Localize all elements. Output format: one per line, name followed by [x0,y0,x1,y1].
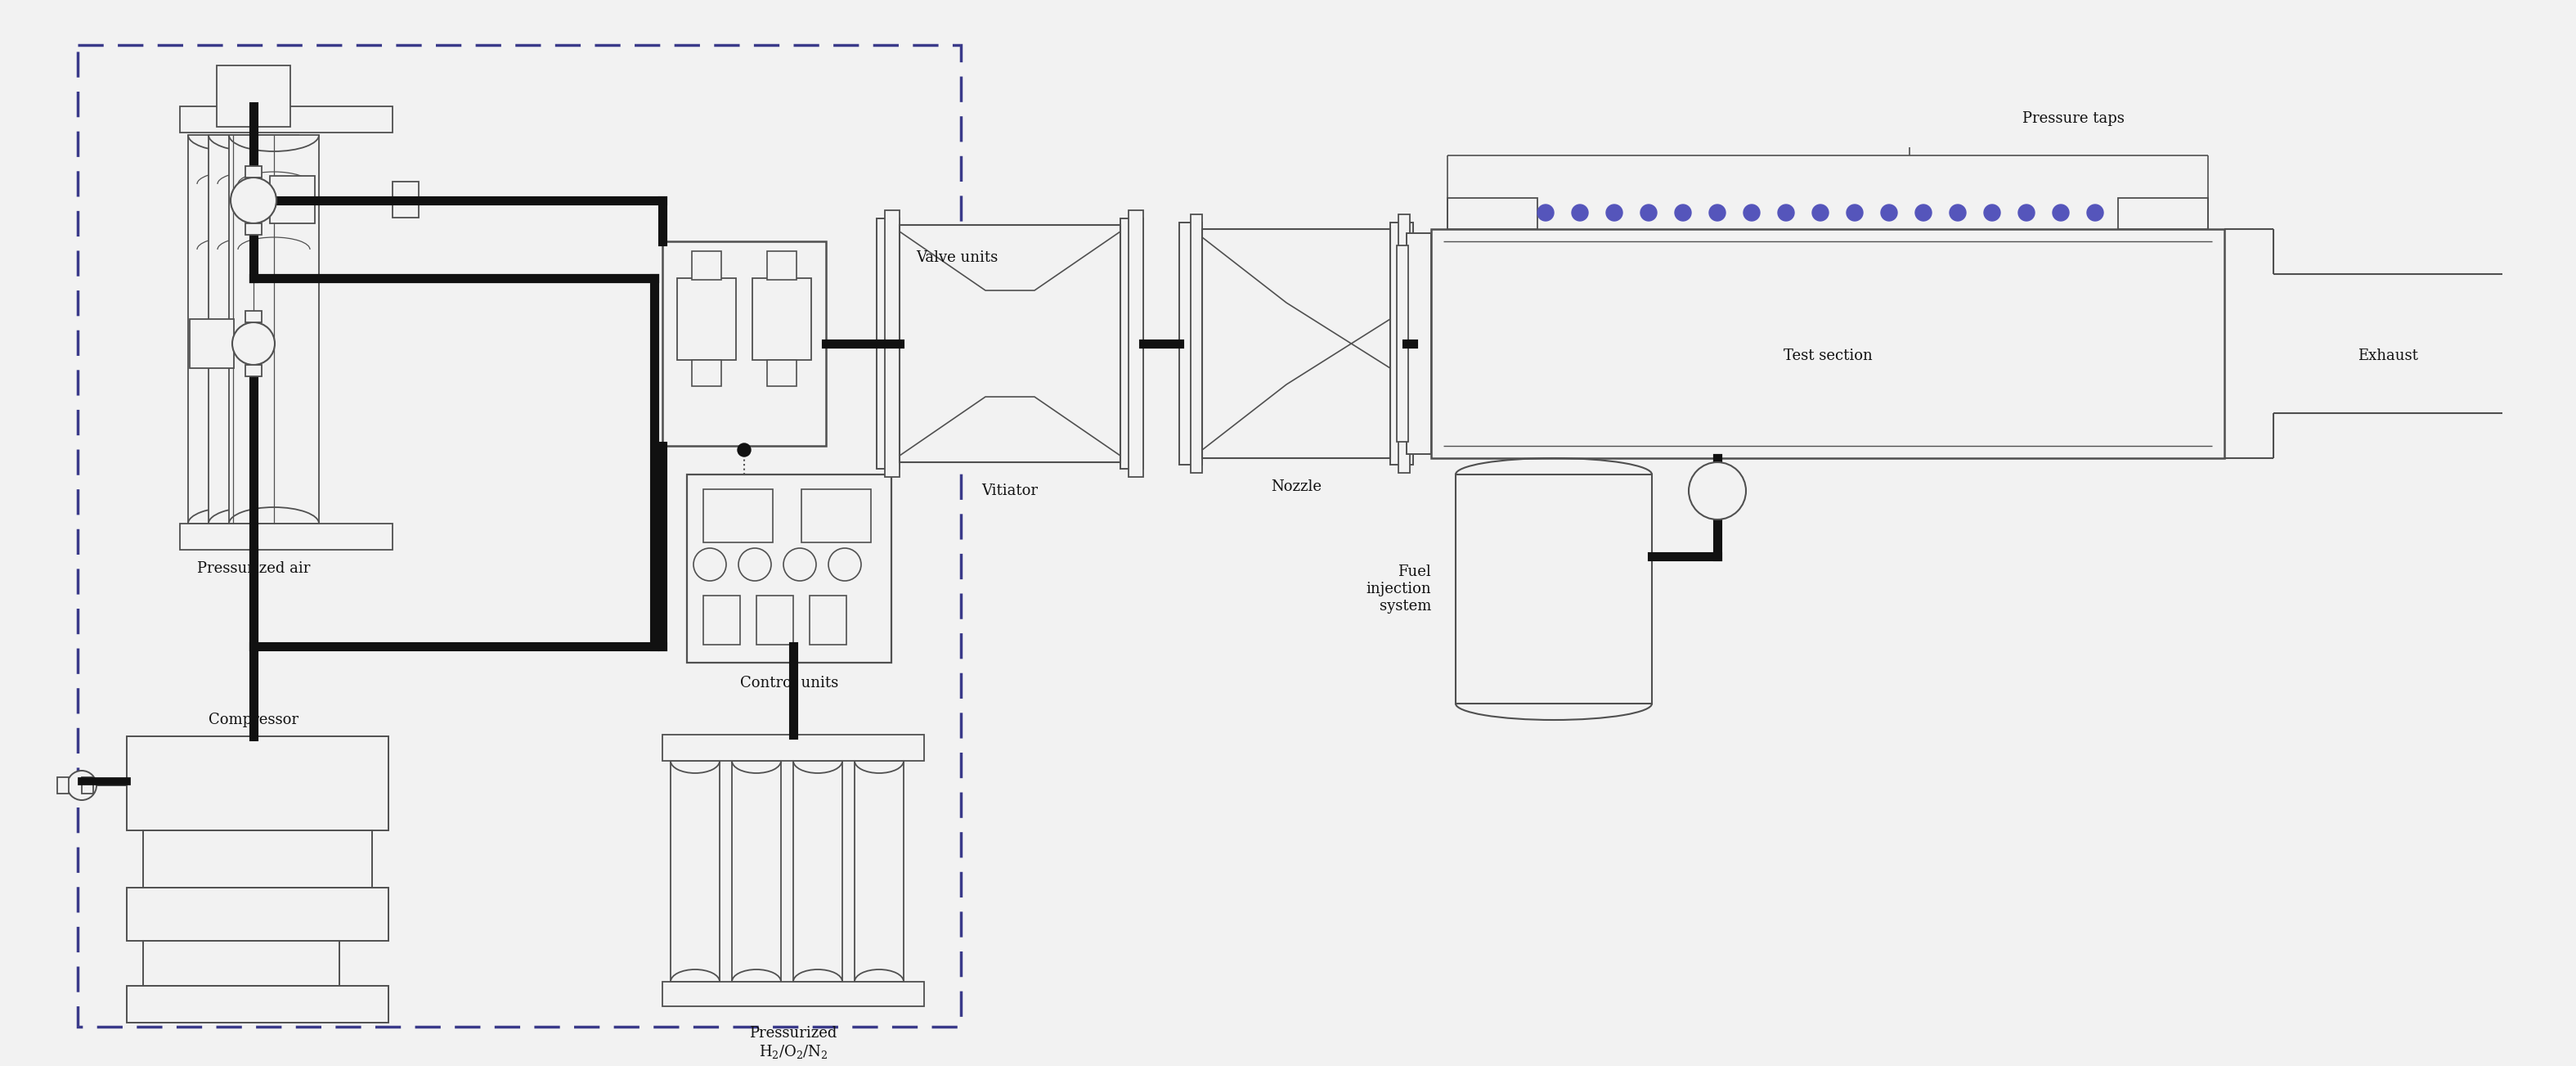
Bar [662,982,925,1006]
Text: Vitiator: Vitiator [981,484,1038,498]
Bar [757,596,793,645]
Bar [662,241,827,446]
Circle shape [1811,205,1829,221]
Circle shape [232,322,276,365]
Text: Pressurized air: Pressurized air [196,561,309,576]
Bar [2117,198,2208,229]
Bar [126,888,389,941]
Bar [1448,198,1538,229]
Bar [1406,233,1432,454]
Bar [1128,210,1144,477]
Bar [884,210,899,477]
Bar [1399,214,1409,473]
Circle shape [693,548,726,581]
Bar [670,761,719,982]
Circle shape [1950,205,1965,221]
Bar [245,224,263,235]
Bar [703,489,773,543]
Bar [1203,229,1391,458]
Bar [144,941,340,986]
Circle shape [1847,205,1862,221]
Bar [209,135,299,523]
Circle shape [67,771,95,801]
Bar [1190,214,1203,473]
Bar [191,319,234,368]
Circle shape [1605,205,1623,221]
Bar [732,761,781,982]
Text: Pressurized
$\mathregular{H_2/O_2/N_2}$: Pressurized $\mathregular{H_2/O_2/N_2}$ [750,1025,837,1061]
Bar [144,830,371,888]
Bar [752,278,811,360]
Bar [77,45,961,1027]
Text: Compressor: Compressor [209,712,299,727]
Bar [801,489,871,543]
Bar [809,596,848,645]
Bar [688,474,891,663]
Circle shape [1674,205,1692,221]
Circle shape [1744,205,1759,221]
Circle shape [1538,205,1553,221]
Bar [126,986,389,1022]
Bar [82,777,93,793]
Circle shape [1880,205,1899,221]
Bar [188,135,278,523]
Circle shape [1914,205,1932,221]
Circle shape [1777,205,1795,221]
Bar [662,734,925,761]
Bar [180,523,392,550]
Text: Control units: Control units [739,676,837,691]
Circle shape [1571,205,1589,221]
Bar [216,65,291,127]
Circle shape [1690,463,1747,519]
Bar [768,252,796,279]
Bar [245,166,263,178]
Bar [768,360,796,386]
Bar [270,176,314,224]
Bar [703,596,739,645]
Circle shape [232,178,276,224]
Bar [392,181,420,217]
Bar [229,135,319,523]
Bar [677,278,737,360]
Text: Test section: Test section [1783,349,1873,364]
Text: Nozzle: Nozzle [1270,480,1321,495]
Bar [1180,223,1203,465]
Bar [793,761,842,982]
Circle shape [1984,205,2002,221]
Bar [899,225,1121,463]
Bar [245,311,263,322]
Circle shape [1641,205,1656,221]
Bar [693,360,721,386]
Bar [693,252,721,279]
Circle shape [783,548,817,581]
Text: Valve units: Valve units [917,251,997,265]
Circle shape [739,548,770,581]
Circle shape [2017,205,2035,221]
Bar [1455,474,1651,704]
Bar [57,777,70,793]
Bar [1432,229,2223,458]
Circle shape [2087,205,2105,221]
Bar [1391,223,1414,465]
Circle shape [1708,205,1726,221]
Bar [180,107,392,132]
Bar [876,219,899,469]
Bar [126,737,389,830]
Bar [245,365,263,376]
Text: Pressure taps: Pressure taps [2022,111,2125,126]
Text: Fuel
injection
system: Fuel injection system [1365,565,1432,613]
Text: Exhaust: Exhaust [2357,349,2419,364]
Circle shape [737,443,750,456]
Circle shape [829,548,860,581]
Bar [1396,245,1409,441]
Bar [855,761,904,982]
Circle shape [2053,205,2069,221]
Bar [1121,219,1144,469]
